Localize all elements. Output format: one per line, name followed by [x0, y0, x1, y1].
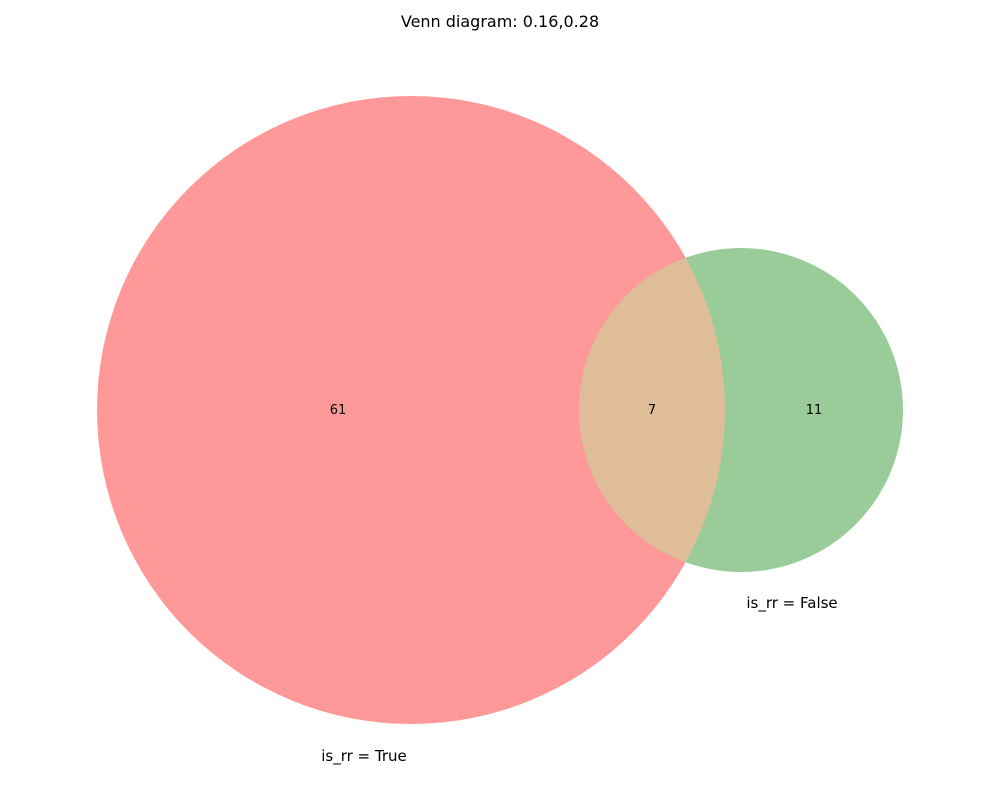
set-b-only-count: 11 — [806, 403, 823, 418]
set-a-only-count: 61 — [330, 403, 347, 418]
intersection-region — [579, 248, 725, 572]
intersection-count: 7 — [648, 403, 656, 418]
set-a-label: is_rr = True — [321, 747, 407, 766]
set-a-circle — [97, 96, 725, 724]
set-b-label: is_rr = False — [746, 594, 837, 613]
diagram-title: Venn diagram: 0.16,0.28 — [401, 12, 599, 31]
